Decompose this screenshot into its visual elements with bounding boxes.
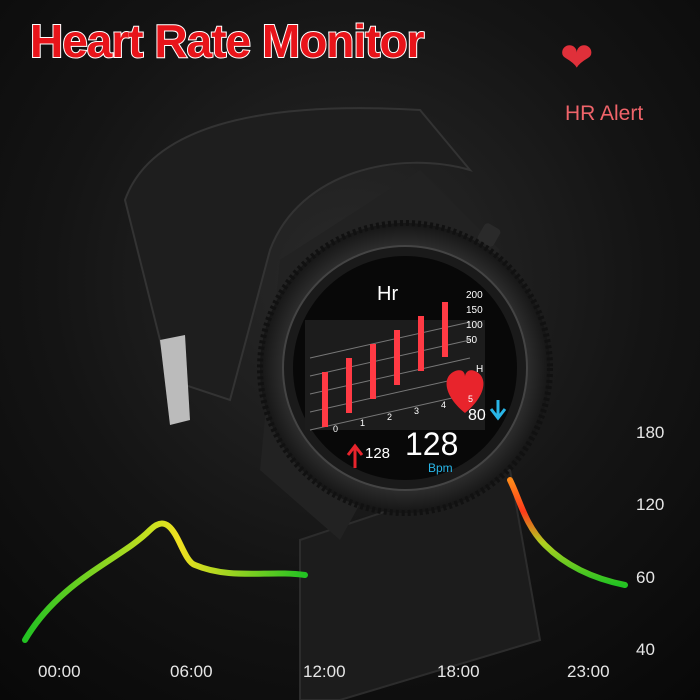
watch-x-tick: 3 [414,406,419,416]
watch-y-tick: 150 [466,305,483,316]
up-arrow-icon [346,443,364,468]
watch-bar [346,358,352,413]
hr-curve-right [507,477,628,588]
y-label: 120 [636,495,665,514]
x-label: 18:00 [437,662,480,681]
x-label: 23:00 [567,662,610,681]
heart-icon [446,370,484,413]
grid-line [309,375,471,413]
min-hr-value: 80 [468,407,486,424]
watch-x-tick: 2 [387,412,392,422]
watch-bar [442,302,448,357]
hr-alert-label: HR Alert [565,102,644,125]
y-label: 180 [636,423,665,442]
watch-bar [370,344,376,399]
max-hr-value: 128 [365,445,390,462]
watch-bar [418,316,424,371]
heart-icon: ❤ [560,36,594,80]
x-label: 00:00 [38,662,81,681]
upper-strap [123,107,473,402]
watch-x-tick: 4 [441,400,446,410]
watch-bar [322,372,328,427]
watch-x-tick: 5 [468,394,473,404]
watch-hr-label: Hr [377,283,398,305]
hr-curve-left [22,520,308,643]
watch-y-tick: 200 [466,290,483,301]
watch-x-tick: 0 [333,424,338,434]
y-label: 60 [636,568,655,587]
x-label: 06:00 [170,662,213,681]
watch-x-unit: H [476,364,483,375]
watch-y-tick: 100 [466,320,483,331]
down-arrow-icon [489,400,507,421]
watch-bar [394,330,400,385]
current-hr-unit: Bpm [428,461,453,475]
grid-line [309,393,471,431]
page-title: Heart Rate Monitor [29,14,425,68]
current-hr-value: 128 [405,426,458,462]
x-label: 12:00 [303,662,346,681]
strap-buckle [160,335,190,425]
y-label: 40 [636,640,655,659]
grid-line [309,357,471,395]
watch-x-tick: 1 [360,418,365,428]
watch-y-tick: 50 [466,335,478,346]
